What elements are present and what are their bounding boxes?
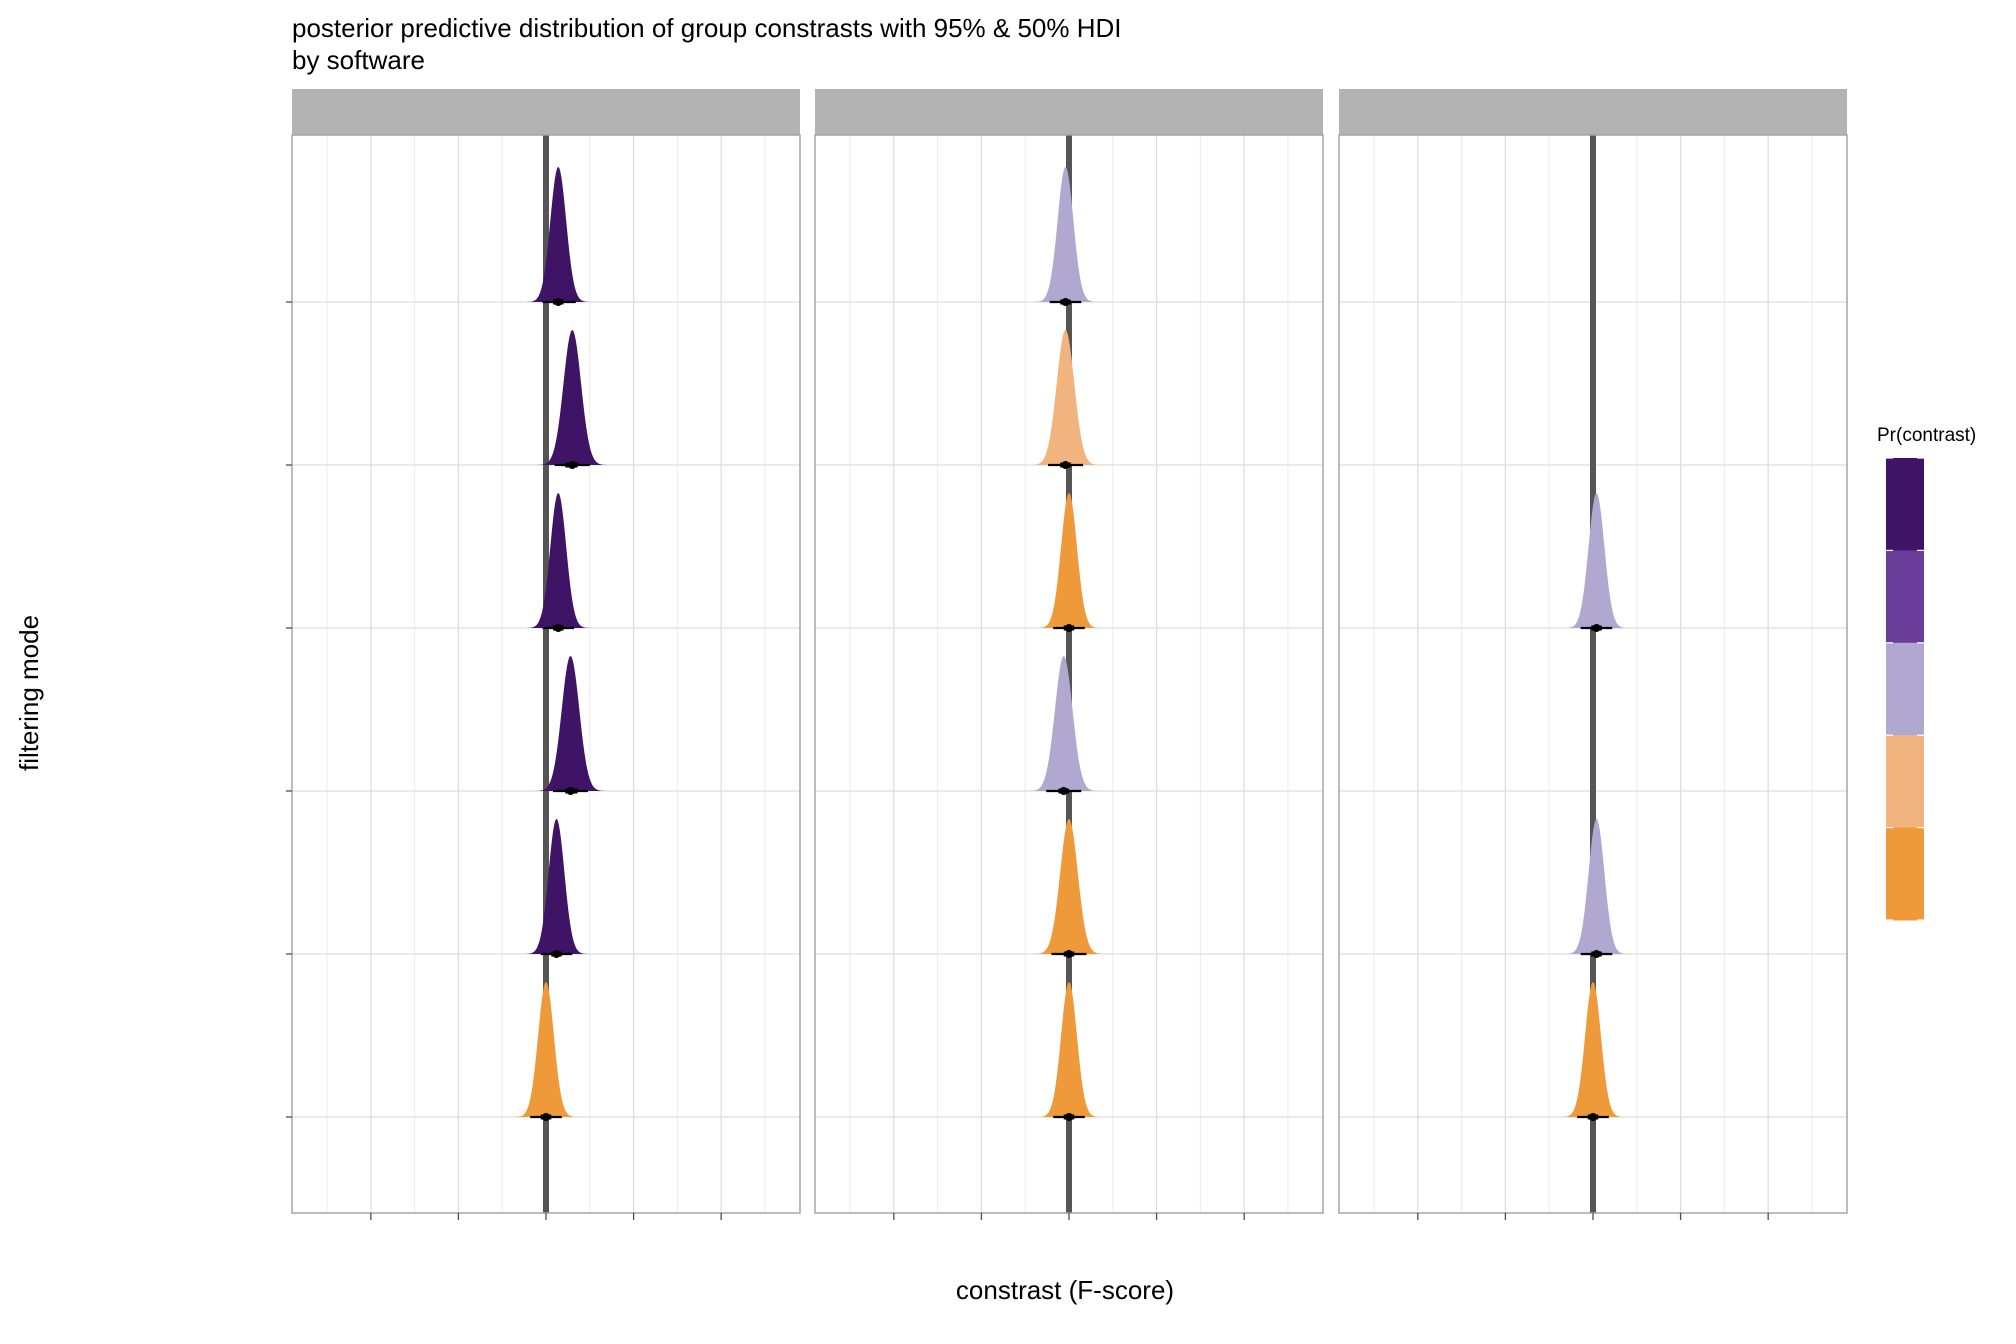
density-curve [535,656,606,791]
density-curve [1030,330,1101,465]
density-mild-vs-aggressive [1030,330,1101,469]
density-curve [1033,819,1105,954]
legend: Pr(contrast) [1877,425,1976,921]
legend-color-band [1886,827,1924,921]
density-curve [537,330,608,465]
density-curve [526,167,590,302]
density-curve [1564,493,1629,628]
median-point [568,461,577,469]
median-point [552,950,561,958]
density-curve [1037,493,1101,628]
density-disabled-vs-moderate [1033,819,1105,958]
legend-color-band [1886,735,1924,829]
density-disabled-vs-mild [1561,982,1625,1121]
chart-title: posterior predictive distribution of gro… [292,13,1122,43]
facet-strip [1339,89,1847,135]
density-mild-vs-aggressive [537,330,608,469]
median-point [566,787,575,795]
density-disabled-vs-aggressive [1028,656,1099,795]
density-disabled-vs-mild [1037,982,1101,1121]
median-point [1065,1113,1073,1121]
median-point [554,298,563,306]
median-point [1065,624,1073,632]
density-disabled-vs-moderate [524,819,589,958]
x-axis-title: constrast (F-score) [956,1275,1174,1305]
density-curve [1564,819,1629,954]
density-curve [1561,982,1625,1117]
density-curve [1037,982,1101,1117]
panel-opendronemap [814,89,1324,1220]
median-point [1589,1113,1597,1121]
facet-panels [291,89,1848,1220]
density-mild-vs-moderate [1037,493,1101,632]
legend-title: Pr(contrast) [1877,425,1976,446]
legend-color-band [1886,642,1924,736]
median-point [1059,787,1068,795]
facet-strip [292,89,800,135]
y-axis-title: filtering mode [14,615,44,771]
median-point [1061,298,1070,306]
facet-strip [815,89,1323,135]
minor-gridlines [326,135,766,1213]
median-point [1592,624,1601,632]
panel-metashape [291,89,801,1220]
x-axis [1417,1213,1769,1220]
panel-pix4d [1338,89,1848,1220]
density-moderate-vs-aggressive [1033,167,1098,306]
median-point [1061,461,1070,469]
density-curve [524,819,589,954]
median-point [1592,950,1601,958]
minor-gridlines [1373,135,1813,1213]
x-axis [893,1213,1245,1220]
y-axis [286,301,292,1118]
density-moderate-vs-aggressive [526,167,590,306]
density-mild-vs-moderate [1564,493,1629,632]
median-point [554,624,563,632]
median-point [1065,950,1073,958]
minor-gridlines [849,135,1289,1213]
density-mild-vs-moderate [526,493,590,632]
density-curve [526,493,590,628]
density-curve [1028,656,1099,791]
x-axis [370,1213,722,1220]
median-point [542,1113,550,1121]
legend-color-band [1886,550,1924,644]
density-disabled-vs-aggressive [535,656,606,795]
density-disabled-vs-moderate [1564,819,1629,958]
chart-subtitle: by software [292,45,425,75]
density-curve [1033,167,1098,302]
density-curve [514,982,578,1117]
legend-color-band [1886,458,1924,551]
density-disabled-vs-mild [514,982,578,1121]
